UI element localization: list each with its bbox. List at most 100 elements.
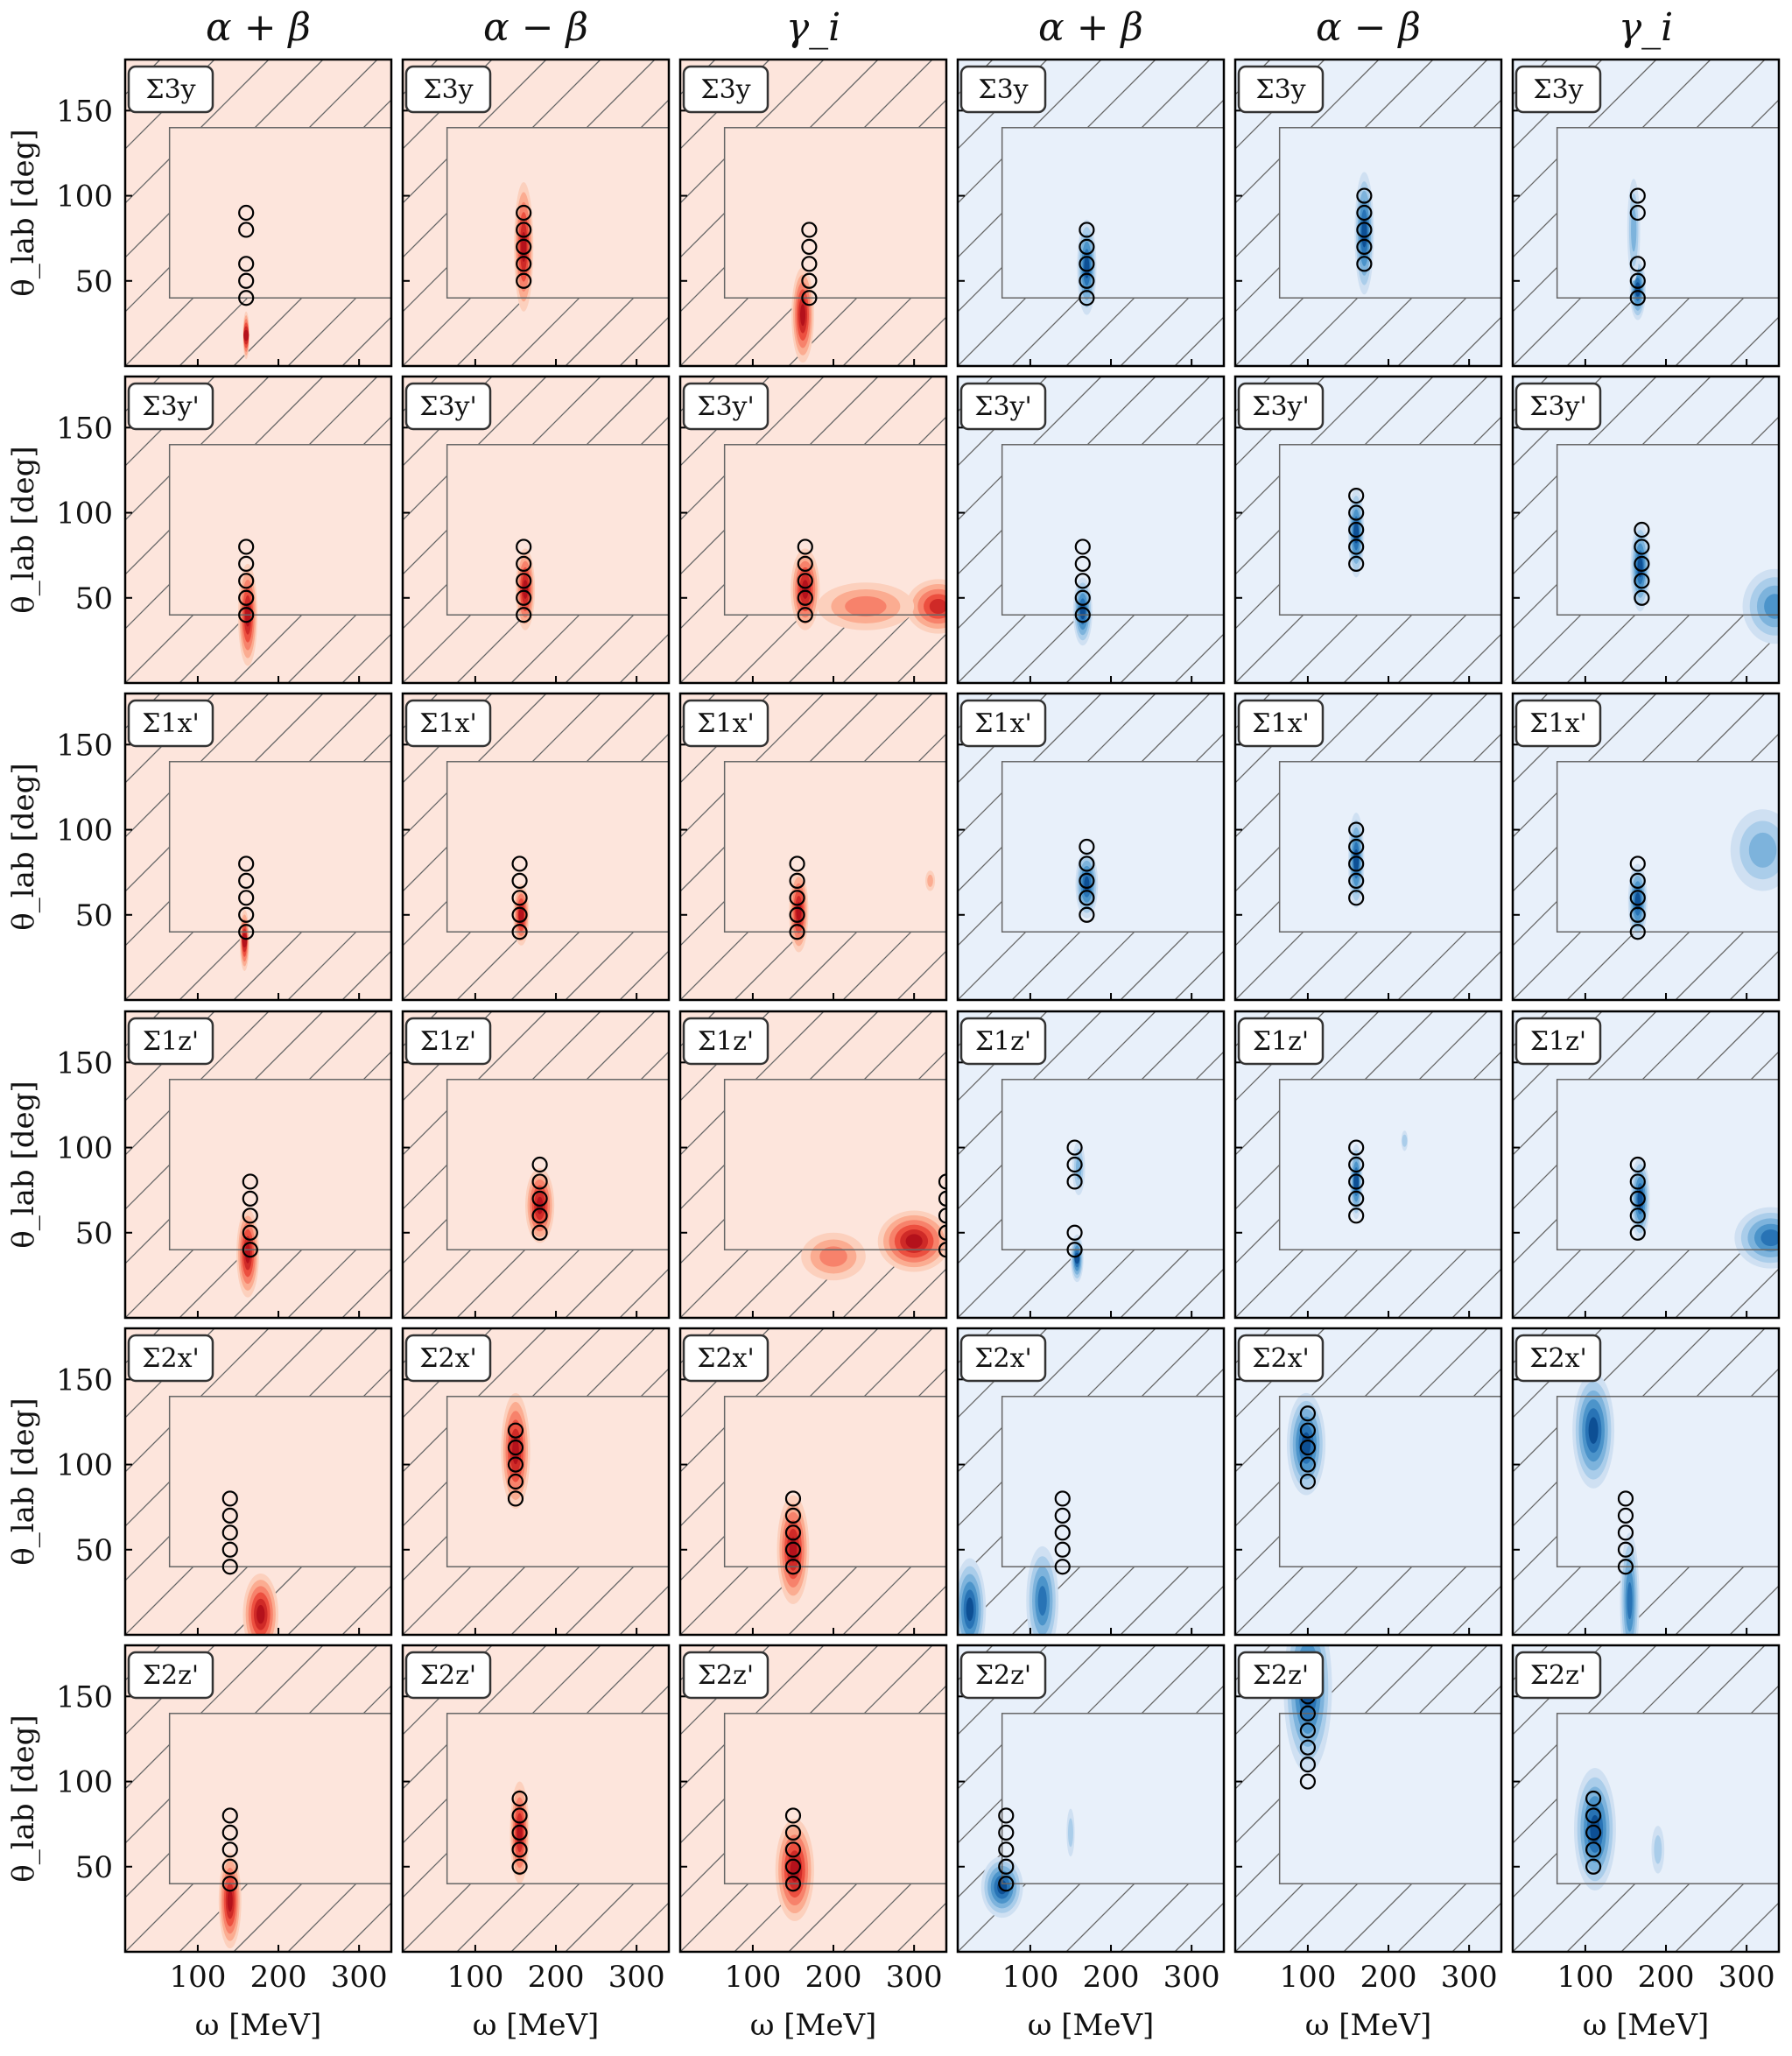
data-point <box>1585 1841 1602 1858</box>
valid-region-fill <box>446 1396 669 1567</box>
panel-frame <box>678 1010 948 1320</box>
data-point <box>1074 589 1091 606</box>
panel-frame <box>1233 1327 1503 1637</box>
contour-blob <box>958 1558 987 1635</box>
valid-region-fill <box>1279 1079 1501 1250</box>
panel-frame <box>678 692 948 1002</box>
column-headers: α + β α − β γ_i α + β α − β γ_i <box>206 5 1673 50</box>
data-point <box>516 256 532 272</box>
observable-label: Σ1x' <box>1514 699 1602 748</box>
observable-label: Σ2x' <box>1237 1334 1325 1383</box>
observable-label: Σ2x' <box>404 1334 492 1383</box>
observable-text: Σ1x' <box>1252 708 1309 739</box>
contour-blob <box>1026 1546 1059 1635</box>
contour-panel: Σ2x' <box>1233 1327 1503 1637</box>
x-tick-label: 300 <box>1441 1960 1498 1995</box>
contour-level <box>1353 523 1360 544</box>
valid-region-fill <box>724 444 946 616</box>
data-point <box>1585 1858 1602 1875</box>
data-point <box>1629 872 1646 889</box>
y-tick-label: 150 <box>56 411 113 446</box>
data-point <box>221 1507 238 1524</box>
contour-level <box>1637 557 1643 578</box>
contour-blob <box>236 1208 259 1298</box>
data-point <box>784 1858 802 1875</box>
data-point <box>1079 890 1095 906</box>
panel-frame <box>678 58 948 368</box>
data-point <box>1074 607 1091 623</box>
data-point <box>1074 573 1091 589</box>
panel-frame <box>401 1010 671 1320</box>
data-point <box>784 1876 802 1892</box>
data-point <box>511 1807 528 1824</box>
observable-label: Σ3y' <box>404 382 492 431</box>
contour-panel: Σ3y <box>1233 58 1503 368</box>
x-tick-label: 100 <box>169 1960 226 1995</box>
x-tick-label: 200 <box>1638 1960 1695 1995</box>
valid-region-fill <box>724 761 946 933</box>
data-point <box>1634 589 1650 606</box>
panel-frame <box>1233 58 1503 368</box>
contour-blob <box>1349 1144 1363 1220</box>
y-tick-label: 50 <box>75 1850 113 1885</box>
contour-panel: Σ2z' 100 200 300 <box>678 1644 948 1995</box>
contour-level <box>1067 1818 1073 1848</box>
data-point <box>998 1807 1015 1824</box>
observable-text: Σ2z' <box>698 1660 754 1691</box>
data-point <box>789 872 805 889</box>
observable-text: Σ2z' <box>975 1660 1031 1691</box>
y-tick-label: 150 <box>56 728 113 763</box>
data-point <box>1054 1541 1071 1558</box>
panel-frame <box>123 1010 393 1320</box>
data-point <box>1299 1473 1317 1490</box>
data-point <box>1356 256 1373 272</box>
valid-region-fill <box>724 1713 946 1884</box>
data-point <box>1629 855 1646 872</box>
data-point <box>1634 521 1650 539</box>
observable-text: Σ3y <box>1533 74 1583 105</box>
x-axis-label: ω [MeV] <box>473 2008 600 2043</box>
data-point <box>1629 1190 1646 1207</box>
observable-text: Σ1z' <box>143 1026 199 1057</box>
y-tick-label: 100 <box>56 813 113 848</box>
x-tick-label: 200 <box>528 1960 585 1995</box>
data-point <box>797 573 813 589</box>
x-tick-label: 300 <box>1718 1960 1775 1995</box>
observable-text: Σ2x' <box>974 1343 1031 1374</box>
y-tick-label: 150 <box>56 1362 113 1398</box>
data-point <box>1348 555 1365 572</box>
data-point <box>1299 1757 1317 1773</box>
data-point <box>1585 1790 1602 1807</box>
data-point <box>1299 1773 1317 1790</box>
valid-region-box <box>168 1079 391 1250</box>
data-point <box>238 204 255 222</box>
valid-region-fill <box>1001 761 1224 933</box>
observable-label: Σ1z' <box>404 1017 492 1066</box>
valid-region-fill <box>169 1396 391 1567</box>
valid-region-fill <box>446 1713 669 1884</box>
observable-text: Σ1x' <box>974 708 1031 739</box>
data-point <box>238 855 255 872</box>
panel-frame <box>956 1327 1226 1637</box>
y-tick-label: 150 <box>56 94 113 129</box>
data-point <box>238 607 255 623</box>
data-point <box>221 1876 238 1892</box>
observable-label: Σ1x' <box>127 699 214 748</box>
data-point <box>1617 1490 1634 1507</box>
valid-region-fill <box>169 444 391 616</box>
data-point <box>1079 238 1095 255</box>
y-axis-label: θ_lab [deg] <box>6 446 41 613</box>
observable-label: Σ3y <box>404 65 492 114</box>
contour-panel: Σ3y' <box>678 375 948 685</box>
data-point <box>1617 1524 1634 1541</box>
observable-label: Σ1x' <box>1237 699 1325 748</box>
observable-text: Σ2z' <box>420 1660 476 1691</box>
observable-text: Σ1x' <box>1529 708 1586 739</box>
valid-region-box <box>723 1713 946 1884</box>
data-point <box>801 256 818 272</box>
x-tick-label: 300 <box>1163 1960 1220 1995</box>
data-point <box>238 256 255 272</box>
data-point <box>511 890 528 906</box>
contour-blob <box>877 1210 946 1272</box>
y-tick-label: 100 <box>56 1448 113 1483</box>
